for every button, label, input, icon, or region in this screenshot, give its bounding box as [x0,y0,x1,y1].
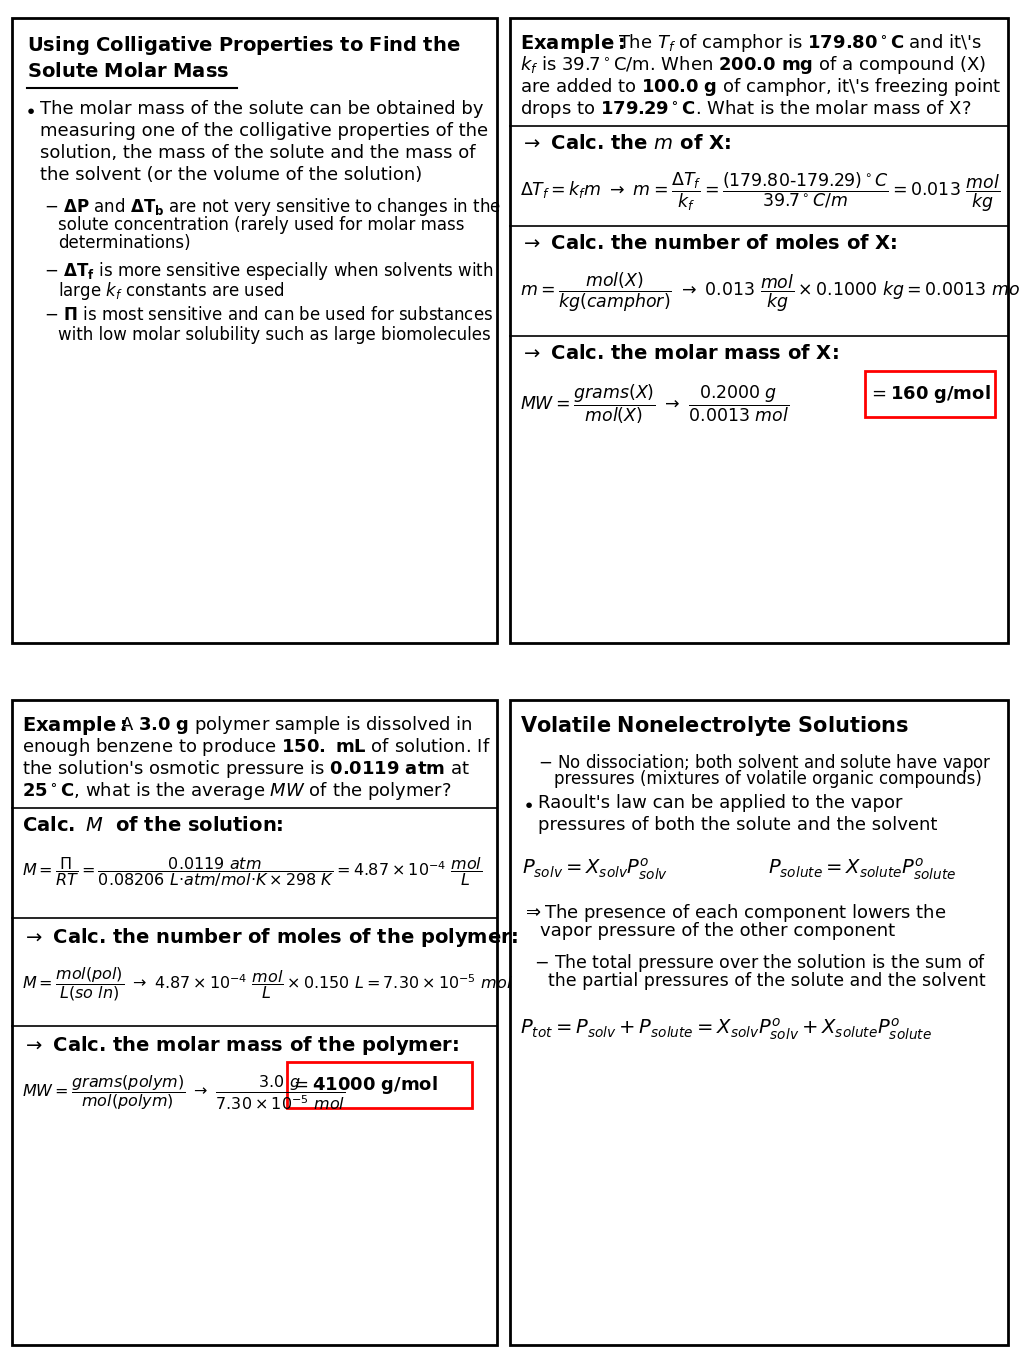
Text: $\rightarrow$ Calc. the molar mass of X:: $\rightarrow$ Calc. the molar mass of X: [520,344,838,363]
Text: $-\ \mathbf{\Pi}$ is most sensitive and can be used for substances: $-\ \mathbf{\Pi}$ is most sensitive and … [44,306,493,324]
Text: determinations): determinations) [58,234,191,252]
Text: with low molar solubility such as large biomolecules: with low molar solubility such as large … [58,326,490,344]
Text: the solvent (or the volume of the solution): the solvent (or the volume of the soluti… [40,166,422,184]
Text: enough benzene to produce $\mathbf{150.\ mL}$ of solution. If: enough benzene to produce $\mathbf{150.\… [22,736,490,758]
Text: $m = \dfrac{mol(X)}{kg(camphor)}\ \rightarrow\ 0.013\ \dfrac{mol}{kg}\times 0.10: $m = \dfrac{mol(X)}{kg(camphor)}\ \right… [520,271,1019,314]
Text: pressures of both the solute and the solvent: pressures of both the solute and the sol… [537,816,936,834]
Text: $\Delta T_f = k_f m\ \rightarrow\ m = \dfrac{\Delta T_f}{k_f} = \dfrac{(179.80\t: $\Delta T_f = k_f m\ \rightarrow\ m = \d… [520,171,1000,215]
Text: the solution's osmotic pressure is $\mathbf{0.0119\ atm}$ at: the solution's osmotic pressure is $\mat… [22,758,470,781]
Text: $\rightarrow$ Calc. the number of moles of X:: $\rightarrow$ Calc. the number of moles … [520,234,897,253]
Text: $MW = \dfrac{grams(X)}{mol(X)}\ \rightarrow\ \dfrac{0.2000\ g}{0.0013\ mol}$: $MW = \dfrac{grams(X)}{mol(X)}\ \rightar… [520,384,789,427]
Text: $\rightarrow$ Calc. the molar mass of the polymer:: $\rightarrow$ Calc. the molar mass of th… [22,1034,459,1057]
Bar [286,1062,472,1108]
Text: drops to $\mathbf{179.29{^\circ}C}$. What is the molar mass of X?: drops to $\mathbf{179.29{^\circ}C}$. Wha… [520,98,970,120]
Text: The $T_f$ of camphor is $\mathbf{179.80{^\circ}C}$ and it\'s: The $T_f$ of camphor is $\mathbf{179.80{… [618,33,981,54]
Text: large $k_f$ constants are used: large $k_f$ constants are used [58,280,284,302]
Text: $P_{tot} = P_{solv} + P_{solute} = X_{solv}P^o_{solv} + X_{solute}P^o_{solute}$: $P_{tot} = P_{solv} + P_{solute} = X_{so… [520,1016,931,1042]
Text: $M = \dfrac{mol(pol)}{L(so\ ln)}\ \rightarrow\ 4.87\times10^{-4}\ \dfrac{mol}{L}: $M = \dfrac{mol(pol)}{L(so\ ln)}\ \right… [22,966,512,1002]
Text: solution, the mass of the solute and the mass of: solution, the mass of the solute and the… [40,144,475,162]
Bar [12,700,496,1345]
Bar [864,371,994,418]
Bar [510,18,1007,643]
Text: $k_f$ is 39.7$^\circ$C/m. When $\mathbf{200.0\ mg}$ of a compound (X): $k_f$ is 39.7$^\circ$C/m. When $\mathbf{… [520,54,985,76]
Text: Raoult's law can be applied to the vapor: Raoult's law can be applied to the vapor [537,794,902,812]
Bar [510,700,1007,1345]
Text: $\mathbf{Using\ Colligative\ Properties\ to\ Find\ the}$: $\mathbf{Using\ Colligative\ Properties\… [26,34,460,57]
Text: $=\mathbf{41000\ g/mol}$: $=\mathbf{41000\ g/mol}$ [289,1074,437,1096]
Text: $\rightarrow$ Calc. the number of moles of the polymer:: $\rightarrow$ Calc. the number of moles … [22,926,517,949]
Text: $P_{solv} = X_{solv}P^o_{solv}$: $P_{solv} = X_{solv}P^o_{solv}$ [522,855,667,881]
Bar [12,18,496,643]
Text: solute concentration (rarely used for molar mass: solute concentration (rarely used for mo… [58,216,464,234]
Text: $P_{solute} = X_{solute}P^o_{solute}$: $P_{solute} = X_{solute}P^o_{solute}$ [767,855,956,881]
Text: $MW = \dfrac{grams(polym)}{mol(polym)}\ \rightarrow\ \dfrac{3.0\ g}{7.30\times10: $MW = \dfrac{grams(polym)}{mol(polym)}\ … [22,1073,345,1112]
Text: $-$ No dissociation; both solvent and solute have vapor: $-$ No dissociation; both solvent and so… [537,752,990,774]
Text: $-$ The total pressure over the solution is the sum of: $-$ The total pressure over the solution… [534,952,985,974]
Text: $\mathbf{25{^\circ}C}$, what is the average $\mathit{MW}$ of the polymer?: $\mathbf{25{^\circ}C}$, what is the aver… [22,781,451,802]
Text: are added to $\mathbf{100.0\ g}$ of camphor, it\'s freezing point: are added to $\mathbf{100.0\ g}$ of camp… [520,76,1001,98]
Text: $\rightarrow$ Calc. the $m$ of X:: $\rightarrow$ Calc. the $m$ of X: [520,135,731,154]
Text: $\Rightarrow$The presence of each component lowers the: $\Rightarrow$The presence of each compon… [522,902,946,923]
Text: $\bullet$: $\bullet$ [522,794,532,813]
Text: $-\ \mathbf{\Delta T_f}$ is more sensitive especially when solvents with: $-\ \mathbf{\Delta T_f}$ is more sensiti… [44,260,493,282]
Text: $\mathbf{Example:}$: $\mathbf{Example:}$ [22,714,126,737]
Text: The molar mass of the solute can be obtained by: The molar mass of the solute can be obta… [40,101,483,118]
Text: $\mathbf{Volatile\ Nonelectrolyte\ Solutions}$: $\mathbf{Volatile\ Nonelectrolyte\ Solut… [520,714,908,738]
Text: $\mathbf{Calc.}\ \mathit{M}\ $ of the solution:: $\mathbf{Calc.}\ \mathit{M}\ $ of the so… [22,816,283,835]
Text: pressures (mixtures of volatile organic compounds): pressures (mixtures of volatile organic … [553,770,981,787]
Text: $\mathbf{Example:}$: $\mathbf{Example:}$ [520,33,624,54]
Text: the partial pressures of the solute and the solvent: the partial pressures of the solute and … [547,972,984,990]
Text: $\bullet$: $\bullet$ [24,101,35,120]
Text: vapor pressure of the other component: vapor pressure of the other component [539,922,895,940]
Text: measuring one of the colligative properties of the: measuring one of the colligative propert… [40,122,488,140]
Text: $M = \dfrac{\Pi}{RT} = \dfrac{0.0119\ atm}{0.08206\ L{\cdot}atm/mol{\cdot}K \tim: $M = \dfrac{\Pi}{RT} = \dfrac{0.0119\ at… [22,855,482,889]
Text: A $\mathbf{3.0\ g}$ polymer sample is dissolved in: A $\mathbf{3.0\ g}$ polymer sample is di… [120,714,472,736]
Text: $=\mathbf{160\ g/mol}$: $=\mathbf{160\ g/mol}$ [867,384,989,405]
Text: $-\ \mathbf{\Delta P}$ and $\mathbf{\Delta T_b}$ are not very sensitive to chang: $-\ \mathbf{\Delta P}$ and $\mathbf{\Del… [44,196,500,218]
Text: $\mathbf{Solute\ Molar\ Mass}$: $\mathbf{Solute\ Molar\ Mass}$ [26,63,229,82]
